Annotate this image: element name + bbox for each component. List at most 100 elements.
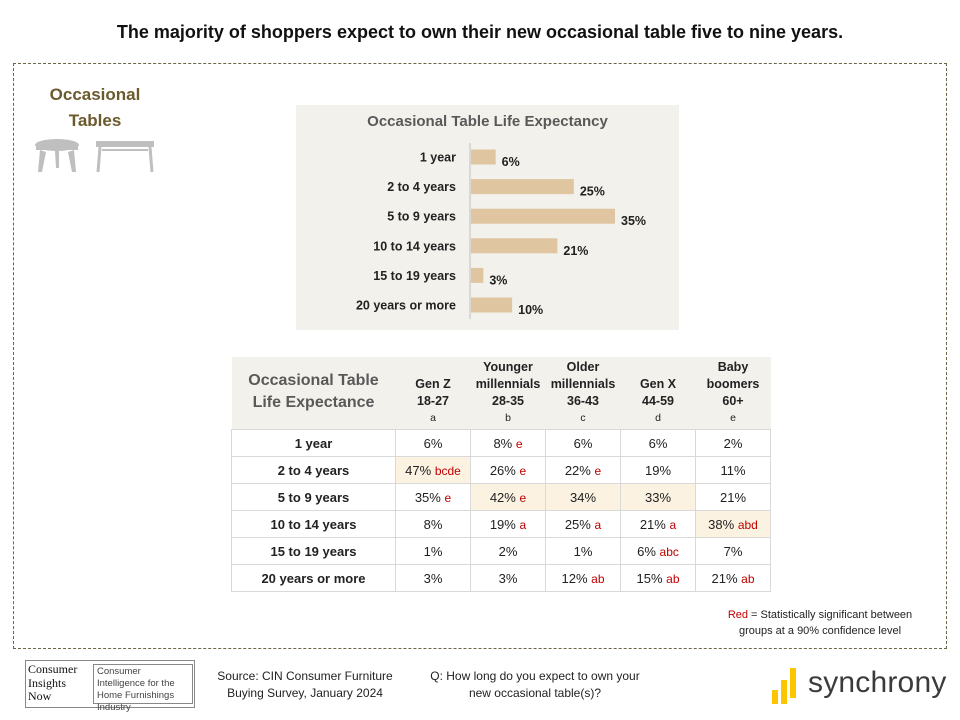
col-header-range: 18-27 [417,394,449,408]
cell-value: 42% [489,489,516,505]
bar [471,238,558,254]
cin-logo-tagline: Consumer Intelligence for the Home Furni… [93,664,193,713]
table-cell: 2% [470,537,546,565]
survey-question: Q: How long do you expect to own your ne… [415,668,655,702]
cell-value: 8% [423,516,443,532]
col-header-line1: Baby [717,360,749,374]
table-cell: 26% e [470,456,546,484]
cell-value: 7% [723,543,743,559]
row-label: 10 to 14 years [231,510,396,538]
significance-marker: e [444,490,452,505]
table-cell: 25% a [545,510,621,538]
col-header-younger-millennials: Younger millennials 28-35 b [470,357,546,430]
table-cell: 7% [695,537,771,565]
col-header-gen-x: Gen X 44-59 d [620,357,696,430]
bar [471,149,496,165]
significance-marker: ab [666,571,680,586]
table-cell: 12% ab [545,564,621,592]
col-header-line2: Gen Z [415,377,451,391]
cell-value: 1% [573,543,593,559]
table-cell: 21% ab [695,564,771,592]
col-header-line2: Gen X [639,377,677,391]
cell-value: 12% [561,570,588,586]
bar-category-label: 1 year [420,151,456,165]
bar-value-label: 6% [502,155,520,169]
table-cell: 11% [695,456,771,484]
question-line2: new occasional table(s)? [468,686,602,700]
table-cell: 42% e [470,483,546,511]
table-cell: 6% abc [620,537,696,565]
significance-marker: a [519,517,527,532]
table-cell: 22% e [545,456,621,484]
bar-category-label: 20 years or more [356,299,456,313]
logo-line2: Insights [28,675,67,690]
table-cell: 2% [695,429,771,457]
cin-logo-wordmark: Consumer Insights Now [28,662,90,705]
table-row: 15 to 19 years 1% 2% 1% 6% abc 7% [231,537,771,565]
row-label: 15 to 19 years [231,537,396,565]
col-header-range: 36-43 [567,394,599,408]
cell-value: 21% [719,489,747,505]
cell-value: 19% [644,462,672,478]
table-cell: 3% [470,564,546,592]
cell-value: 3% [423,570,443,586]
significance-footnote: Red = Statistically significant between … [700,607,940,639]
cell-value: 22% [564,462,591,478]
life-expectancy-chart: Occasional Table Life Expectancy 1 year 6… [296,105,679,330]
category-title: Occasional Tables [30,82,160,134]
col-header-code: a [430,412,436,424]
bar-category-label: 2 to 4 years [387,180,456,194]
bar-chart-svg: 1 year 6% 2 to 4 years 25% 5 to 9 years 35% 10… [356,143,646,319]
headline: The majority of shoppers expect to own t… [116,22,844,42]
cell-value: 38% [708,516,735,532]
col-header-line2: boomers [706,377,760,391]
source-line1: Source: CIN Consumer Furniture [217,669,393,683]
bar-value-label: 10% [518,303,543,317]
table-row: 2 to 4 years 47% bcde 26% e 22% e 19% 11% [231,456,771,484]
table-row: 10 to 14 years 8% 19% a 25% a 21% a 38% abd [231,510,771,538]
significance-marker: e [519,463,527,478]
significance-marker: e [515,436,523,451]
significance-marker: abc [659,544,679,559]
table-body: 1 year 6% 8% e 6% 6% 2% 2 to 4 years 47% bcde 26… [231,429,771,592]
cell-value: 21% [639,516,666,532]
cell-value: 15% [636,570,663,586]
table-cell: 1% [545,537,621,565]
col-header-code: e [730,412,736,424]
table-cell: 1% [395,537,471,565]
significance-marker: e [594,463,602,478]
cell-value: 2% [498,543,518,559]
cell-value: 6% [573,435,593,451]
cell-value: 19% [489,516,516,532]
row-label: 1 year [231,429,396,457]
col-header-line2: millennials [550,377,616,391]
cell-value: 21% [711,570,738,586]
table-cell: 15% ab [620,564,696,592]
table-row: 20 years or more 3% 3% 12% ab 15% ab 21% ab [231,564,771,592]
cell-value: 6% [423,435,443,451]
footnote-line1: = Statistically significant between [748,609,913,621]
significance-marker: ab [741,571,755,586]
col-header-range: 44-59 [642,394,674,408]
rectangular-table-icon [96,141,154,173]
significance-marker: e [519,490,527,505]
col-header-code: d [655,412,661,424]
synchrony-wordmark: synchrony [808,666,947,699]
col-header-range: 60+ [722,394,744,408]
table-cell: 19% a [470,510,546,538]
cin-logo: Consumer Insights Now Consumer Intellige… [25,660,195,713]
col-header-older-millennials: Older millennials 36-43 c [545,357,621,430]
significance-marker: a [594,517,602,532]
cell-value: 33% [644,489,672,505]
table-cell: 8% [395,510,471,538]
content-frame [13,63,947,649]
table-corner-title: Occasional Table Life Expectance [231,357,396,430]
significance-marker: a [669,517,677,532]
cell-value: 6% [637,543,656,559]
significance-marker: ab [591,571,605,586]
cell-value: 6% [648,435,668,451]
category-title-line1: Occasional [49,85,141,104]
table-cell: 35% e [395,483,471,511]
cell-value: 34% [569,489,597,505]
table-corner-line2: Life Expectance [252,394,375,411]
